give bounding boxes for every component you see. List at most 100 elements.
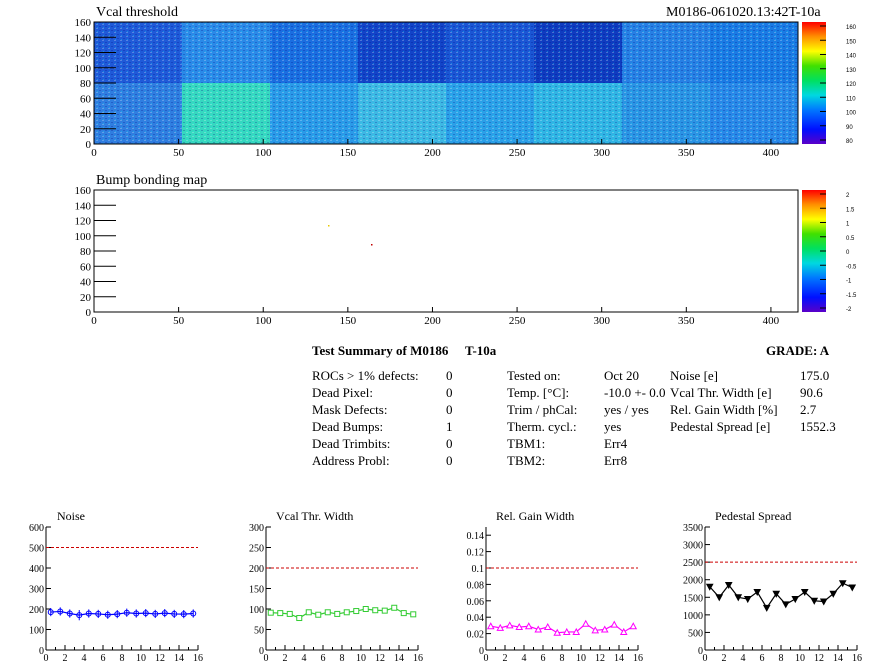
y-tick-label: 40 [80, 109, 92, 121]
data-point [753, 589, 762, 597]
summary-test-id: T-10a [465, 343, 497, 358]
threshold-map-title: Vcal threshold [96, 5, 179, 20]
x-tick-label: 250 [509, 147, 526, 159]
series-line [270, 607, 414, 619]
condition-label: Temp. [°C]: [507, 385, 570, 400]
x-tick-label: 16 [413, 653, 423, 664]
y-tick-label: 100 [75, 63, 92, 75]
data-point [496, 623, 505, 631]
defect-value: 0 [446, 436, 453, 451]
x-tick-label: 400 [763, 315, 780, 327]
series-line [709, 582, 853, 609]
y-tick-label: 200 [249, 564, 264, 575]
x-tick-label: 16 [193, 653, 203, 664]
x-tick-label: 2 [63, 653, 68, 664]
data-point [534, 625, 543, 633]
data-point [838, 580, 847, 588]
y-tick-label: 2000 [683, 576, 703, 587]
condition-label: TBM1: [507, 436, 546, 451]
x-tick-label: 14 [833, 653, 843, 664]
bump-defect-pixel [328, 225, 330, 227]
data-point [142, 610, 149, 617]
x-tick-label: 350 [678, 315, 695, 327]
data-point [848, 584, 857, 592]
result-label: Noise [e] [670, 368, 719, 383]
defect-value: 1 [446, 419, 453, 434]
y-tick-label: 100 [249, 605, 264, 616]
condition-value: Err4 [604, 436, 628, 451]
data-point [324, 609, 331, 616]
x-tick-label: 4 [302, 653, 307, 664]
result-label: Pedestal Spread [e] [670, 419, 771, 434]
defect-label: ROCs > 1% defects: [312, 368, 419, 383]
x-tick-label: 8 [779, 653, 784, 664]
data-point [114, 611, 121, 618]
y-tick-label: 3500 [683, 523, 703, 534]
grade-label: GRADE: A [766, 343, 830, 358]
bump-map-axes: 0 50 100 150 200 250 300 350 400 0 20 40 60 80 100 120 1… [75, 185, 780, 327]
data-point [286, 610, 293, 617]
summary-plot: 0 2 4 6 8 10 12 14 16 0 50 100 150 200 250 300 [249, 523, 423, 664]
data-point [180, 611, 187, 618]
data-point [133, 610, 140, 617]
x-tick-label: 0 [91, 315, 97, 327]
y-tick-label: 2500 [683, 558, 703, 569]
palette-tick-label: -0.5 [846, 264, 857, 270]
palette-tick-label: 1 [846, 222, 850, 228]
x-tick-label: 10 [576, 653, 586, 664]
y-tick-label: 80 [80, 78, 92, 90]
data-point [161, 610, 168, 617]
plot-title: Rel. Gain Width [496, 509, 575, 523]
y-tick-label: 600 [29, 523, 44, 534]
defect-label: Dead Trimbits: [312, 436, 391, 451]
palette-tick-label: 130 [846, 68, 857, 74]
data-point [515, 622, 524, 631]
x-tick-label: 300 [593, 315, 610, 327]
x-tick-label: 300 [593, 147, 610, 159]
data-point [343, 609, 350, 616]
x-tick-label: 100 [255, 147, 272, 159]
y-tick-label: 120 [75, 216, 92, 228]
module-id-label: M0186-061020.13:42T-10a [666, 5, 821, 20]
palette-tick-label: -1 [846, 279, 852, 285]
x-tick-label: 50 [173, 315, 185, 327]
data-point [391, 604, 398, 611]
x-tick-label: 0 [264, 653, 269, 664]
condition-value: Oct 20 [604, 368, 640, 383]
palette-tick-label: 90 [846, 125, 853, 131]
x-tick-label: 16 [852, 653, 862, 664]
summary-plot: 0 2 4 6 8 10 12 14 16 0 100 200 300 400 500 600 [29, 523, 203, 664]
y-tick-label: 50 [254, 626, 264, 637]
x-tick-label: 4 [82, 653, 87, 664]
palette-tick-label: 2 [846, 193, 850, 199]
x-tick-label: 14 [394, 653, 404, 664]
y-tick-label: 0.02 [467, 630, 485, 641]
threshold-palette-ticks: 160 150 140 130 120 110 100 90 80 [820, 25, 857, 145]
x-tick-label: 200 [424, 147, 441, 159]
bump-map: 0 50 100 150 200 250 300 350 4000204060801001201… [75, 185, 858, 327]
x-tick-label: 2 [283, 653, 288, 664]
y-tick-label: 140 [75, 32, 92, 44]
bump-map-title: Bump bonding map [96, 173, 208, 188]
y-tick-label: 60 [80, 93, 92, 105]
data-point [705, 583, 714, 591]
result-label: Rel. Gain Width [%] [670, 402, 778, 417]
y-tick-label: 400 [29, 564, 44, 575]
x-tick-label: 200 [424, 315, 441, 327]
x-tick-label: 2 [722, 653, 727, 664]
defect-label: Address Probl: [312, 453, 390, 468]
result-value: 2.7 [800, 402, 817, 417]
bump-defect-pixel [371, 244, 373, 246]
y-tick-label: 0.06 [467, 597, 485, 608]
data-point [734, 594, 743, 602]
data-point [591, 626, 600, 634]
plot-title: Noise [57, 509, 85, 523]
data-point [410, 611, 417, 618]
y-tick-label: 0 [86, 139, 92, 151]
data-point [743, 596, 752, 604]
data-point [553, 628, 562, 636]
data-point [562, 627, 571, 635]
x-tick-label: 12 [814, 653, 824, 664]
palette-tick-label: 80 [846, 139, 853, 145]
